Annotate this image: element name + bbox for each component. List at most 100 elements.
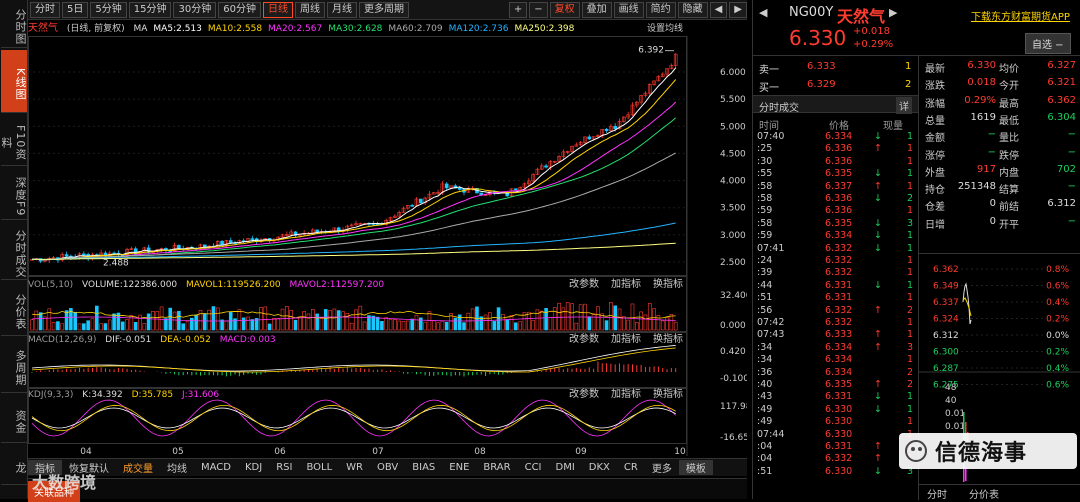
vol-swap-indicator[interactable]: 换指标 — [653, 279, 683, 290]
indicator-tab-18[interactable]: 模板 — [678, 460, 713, 475]
period-tab-5[interactable]: 60分钟 — [218, 1, 261, 18]
indicator-tab-12[interactable]: BRAR — [483, 462, 511, 473]
candle-body — [544, 165, 548, 168]
vol-add-indicator[interactable]: 加指标 — [611, 279, 641, 290]
trade-price: 6.331 — [825, 391, 853, 403]
zoom-out-button[interactable]: − — [529, 1, 548, 18]
mini-intraday-chart[interactable]: 6.362 0.8% 6.349 0.6% 6.337 0.4% 6.324 0.2% 6.31… — [919, 262, 1080, 484]
sidebar-item-2[interactable]: F10资料 — [0, 115, 27, 166]
volume-bar — [56, 321, 60, 331]
stat-value-1-3: 6.321 — [1047, 77, 1076, 89]
period-tab-4[interactable]: 30分钟 — [173, 1, 217, 18]
divider — [919, 253, 1080, 254]
volume-bar — [47, 308, 52, 331]
indicator-tab-13[interactable]: CCI — [524, 462, 542, 473]
summary-button[interactable]: 简约 — [645, 1, 676, 18]
indicator-tabs: 指标 恢复默认 成交量 均线 MACD KDJ RSI BOLL WR OBV BIAS ENE BRA… — [28, 458, 747, 476]
trade-row: :34 6.334 1 — [757, 354, 913, 365]
zoom-in-button[interactable]: + — [508, 1, 528, 18]
indicator-tab-11[interactable]: ENE — [449, 462, 470, 473]
buy1-price: 6.329 — [807, 79, 836, 90]
down-arrow-icon: ↓ — [874, 403, 882, 415]
download-app-link[interactable]: 下载东方财富期货APP — [971, 12, 1070, 23]
trades-detail-button[interactable]: 详 — [896, 97, 912, 114]
macd-change-param[interactable]: 改参数 — [569, 334, 599, 345]
overlay-dropdown[interactable]: 叠加 — [581, 1, 612, 18]
next-button[interactable]: ▶ — [729, 1, 747, 18]
indicator-tab-14[interactable]: DMI — [555, 462, 575, 473]
trade-volume: 1 — [906, 292, 913, 304]
indicator-tab-16[interactable]: CR — [623, 462, 638, 473]
candle-body — [609, 126, 613, 131]
set-ma-button[interactable]: 设置均线 — [646, 24, 683, 34]
indicator-tab-7[interactable]: BOLL — [306, 462, 333, 473]
candle-body — [660, 73, 665, 77]
trade-volume: 1 — [906, 279, 913, 291]
volume-bar — [522, 312, 527, 331]
kdj-swap-indicator[interactable]: 换指标 — [653, 389, 683, 400]
indicator-tab-3[interactable]: 均线 — [167, 464, 187, 475]
indicator-tab-6[interactable]: RSI — [276, 462, 293, 473]
stat-label-7-2: 结算 — [999, 185, 1019, 197]
period-tab-2[interactable]: 5分钟 — [90, 1, 127, 18]
sidebar-item-5[interactable]: 分价表 — [1, 282, 27, 336]
volume-bar — [293, 319, 298, 331]
candle-body — [349, 224, 354, 227]
down-arrow-icon: ↓ — [874, 230, 882, 242]
period-tab-8[interactable]: 月线 — [326, 1, 357, 18]
mini-pct-label: 0.2% — [1046, 348, 1069, 358]
sidebar-item-3[interactable]: 深度F9 — [1, 168, 27, 220]
period-tab-3[interactable]: 15分钟 — [128, 1, 172, 18]
indicator-tab-2[interactable]: 成交量 — [123, 464, 153, 475]
sidebar-item-0[interactable]: 分时图 — [1, 0, 27, 48]
watchlist-button[interactable]: 自选 − — [1025, 33, 1071, 54]
x-tick-label: 05 — [172, 447, 183, 457]
period-tab-6[interactable]: 日线 — [262, 1, 293, 18]
trade-volume: 2 — [906, 379, 913, 390]
indicator-tab-9[interactable]: OBV — [377, 462, 399, 473]
indicator-tab-15[interactable]: DKX — [588, 462, 610, 473]
trade-price: 6.334 — [825, 366, 853, 378]
restore-dropdown[interactable]: 复权 — [549, 1, 580, 18]
sidebar-item-6[interactable]: 多周期 — [1, 338, 27, 393]
period-tab-0[interactable]: 分时 — [30, 1, 60, 18]
candle-body — [133, 248, 138, 255]
prev-button[interactable]: ◀ — [709, 1, 728, 18]
volume-bar — [462, 322, 466, 331]
volume-bar — [194, 314, 198, 331]
sidebar-item-7[interactable]: 资金 — [1, 395, 27, 443]
volume-bar — [643, 314, 648, 331]
prev-arrow-icon[interactable]: ◀ — [759, 6, 768, 19]
indicator-tab-17[interactable]: 更多 — [651, 464, 672, 475]
indicator-tab-0[interactable]: 指标 — [28, 460, 62, 475]
candle-body — [514, 188, 518, 191]
candle-body — [406, 205, 410, 209]
indicator-tab-5[interactable]: KDJ — [244, 462, 263, 473]
period-tab-9[interactable]: 更多周期 — [358, 1, 409, 18]
mini-tab-intraday[interactable]: 分时 — [927, 490, 947, 501]
sidebar-item-8[interactable]: 龙 — [1, 445, 27, 485]
indicator-tab-10[interactable]: BIAS — [412, 462, 436, 473]
hide-dropdown[interactable]: 隐藏 — [677, 1, 708, 18]
indicator-tab-1[interactable]: 恢复默认 — [69, 464, 109, 475]
related-products-tab[interactable]: 关联品种 — [28, 481, 80, 502]
trade-volume: 1 — [906, 403, 913, 415]
indicator-tab-8[interactable]: WR — [346, 462, 363, 473]
kdj-change-param[interactable]: 改参数 — [569, 389, 599, 400]
macd-add-indicator[interactable]: 加指标 — [611, 334, 641, 345]
draw-line-button[interactable]: 画线 — [613, 1, 644, 18]
volume-bar — [185, 321, 190, 331]
sidebar-item-1[interactable]: K线图 — [1, 50, 27, 113]
period-tab-1[interactable]: 5日 — [62, 1, 89, 18]
sidebar-item-4[interactable]: 分时成交 — [1, 222, 27, 280]
vol-change-param[interactable]: 改参数 — [569, 279, 599, 290]
x-tick-label: 08 — [474, 447, 486, 457]
mini-tab-price-table[interactable]: 分价表 — [969, 490, 999, 501]
chart-area[interactable]: 6.000 5.500 5.000 4.500 4.000 3.500 3.000 2.500… — [28, 36, 747, 458]
volume-bar — [440, 320, 445, 331]
next-arrow-icon[interactable]: ▶ — [889, 6, 898, 19]
period-tab-7[interactable]: 周线 — [294, 1, 325, 18]
kdj-add-indicator[interactable]: 加指标 — [611, 389, 641, 400]
indicator-tab-4[interactable]: MACD — [201, 462, 231, 473]
macd-swap-indicator[interactable]: 换指标 — [653, 334, 683, 345]
